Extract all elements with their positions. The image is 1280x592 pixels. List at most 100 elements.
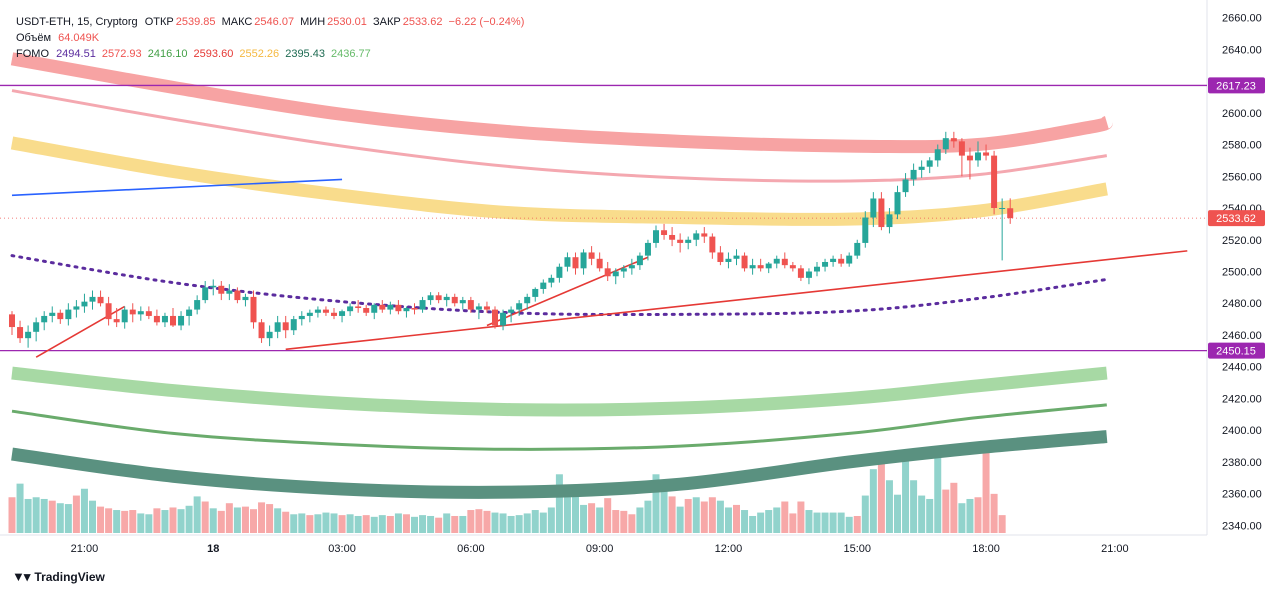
candle-body xyxy=(572,257,579,269)
volume-bar xyxy=(531,510,539,533)
horizontal-levels[interactable] xyxy=(0,84,1207,352)
candle-body xyxy=(129,309,136,315)
price-tick-label: 2340.00 xyxy=(1222,520,1262,532)
candle-body xyxy=(298,315,305,320)
volume-bar xyxy=(48,500,56,533)
volume-bar xyxy=(491,512,499,533)
volume-bar xyxy=(628,514,636,533)
candle-body xyxy=(934,149,941,161)
volume-bar xyxy=(684,498,692,533)
time-axis[interactable]: 21:00 18 03:00 06:00 09:00 12:00 15:00 18:00 21:… xyxy=(0,534,1207,555)
volume-bar xyxy=(773,507,781,533)
trend-line[interactable] xyxy=(11,178,343,197)
candle-body xyxy=(814,266,820,272)
volume-bar xyxy=(427,515,435,533)
volume-bar xyxy=(274,508,282,533)
volume-bar xyxy=(362,515,370,533)
candle-body xyxy=(628,265,635,269)
legend-fomo-label: FOMO xyxy=(16,48,49,60)
volume-bar xyxy=(757,512,765,533)
volume-bar xyxy=(32,497,40,533)
candle-body xyxy=(524,296,531,304)
volume-bar xyxy=(572,493,579,533)
volume-bar xyxy=(402,514,410,533)
legend-high-label: МАКС xyxy=(221,16,253,28)
volume-bar xyxy=(129,510,137,533)
volume-bar xyxy=(64,504,72,533)
candle-body xyxy=(564,257,571,267)
candle-body xyxy=(644,242,651,256)
candle-body xyxy=(306,312,313,316)
candle-body xyxy=(757,265,764,269)
volume-bar xyxy=(644,500,652,533)
candle-body xyxy=(137,311,144,315)
volume-bar xyxy=(338,515,346,533)
candle-body xyxy=(548,277,555,283)
ma-band-light-green xyxy=(11,366,1108,417)
volume-bar xyxy=(185,505,193,533)
candle-body xyxy=(331,312,337,316)
candle-body xyxy=(805,271,812,278)
volume-bar xyxy=(612,510,620,533)
volume-bar xyxy=(217,510,225,533)
candle-body xyxy=(419,300,426,310)
volume-bar xyxy=(902,453,910,533)
volume-bar xyxy=(24,498,32,533)
time-tick-label: 21:00 xyxy=(71,543,99,555)
candle-body xyxy=(797,268,804,278)
candle-body xyxy=(97,296,104,304)
time-tick-label: 03:00 xyxy=(328,543,356,555)
volume-bar xyxy=(499,513,507,533)
volume-bar xyxy=(580,504,588,533)
candle-body xyxy=(113,319,120,323)
price-labels: 2617.23 2533.62 2450.15 xyxy=(1208,77,1265,359)
legend-symbol: USDT-ETH, 15, Cryptorg xyxy=(16,16,138,28)
legend-low: 2530.01 xyxy=(327,16,367,28)
candle-body xyxy=(596,258,603,269)
candle-body xyxy=(153,315,160,323)
candle-body xyxy=(878,198,885,228)
volume-bar xyxy=(177,509,185,533)
candle-body xyxy=(975,152,981,161)
candle-body xyxy=(765,263,772,269)
candle-body xyxy=(540,282,547,289)
chart-legend: USDT-ETH, 15, Cryptorg ОТКР 2539.85 МАКС 2… xyxy=(16,14,527,62)
candle-body xyxy=(274,322,281,332)
legend-high: 2546.07 xyxy=(254,16,295,28)
candle-body xyxy=(532,288,539,297)
trend-line[interactable] xyxy=(285,250,1188,351)
volume-bar xyxy=(483,510,491,533)
candle-body xyxy=(653,230,659,243)
volume-bar xyxy=(72,495,80,533)
volume-bar xyxy=(475,509,483,533)
volume-bar xyxy=(97,506,105,533)
volume-bar xyxy=(330,513,338,533)
candle-body xyxy=(886,214,893,228)
candle-body xyxy=(379,304,386,310)
volume-bar xyxy=(56,503,64,533)
candle-body xyxy=(983,152,990,156)
volume-bar xyxy=(40,498,48,533)
volume-bar xyxy=(652,474,660,533)
legend-open-label: ОТКР xyxy=(144,16,174,28)
volume-bar xyxy=(523,513,531,533)
candle-body xyxy=(604,268,611,277)
candle-body xyxy=(314,309,321,313)
volume-bar xyxy=(443,513,451,533)
candle-body xyxy=(202,287,209,301)
volume-bar xyxy=(16,483,24,533)
price-tick-label: 2520.00 xyxy=(1222,235,1262,247)
volume-bar xyxy=(918,495,926,533)
volume-bar xyxy=(515,515,523,533)
candlesticks xyxy=(9,131,1014,348)
legend-close: 2533.62 xyxy=(402,16,443,28)
volume-bar xyxy=(604,498,612,533)
candle-body xyxy=(838,258,845,264)
watermark-text: TradingView xyxy=(34,570,105,584)
candle-body xyxy=(266,331,273,339)
volume-bar xyxy=(877,453,885,533)
candle-body xyxy=(403,308,410,312)
tradingview-watermark[interactable]: ▼▾ TradingView xyxy=(12,569,105,585)
time-tick-label: 09:00 xyxy=(586,543,614,555)
